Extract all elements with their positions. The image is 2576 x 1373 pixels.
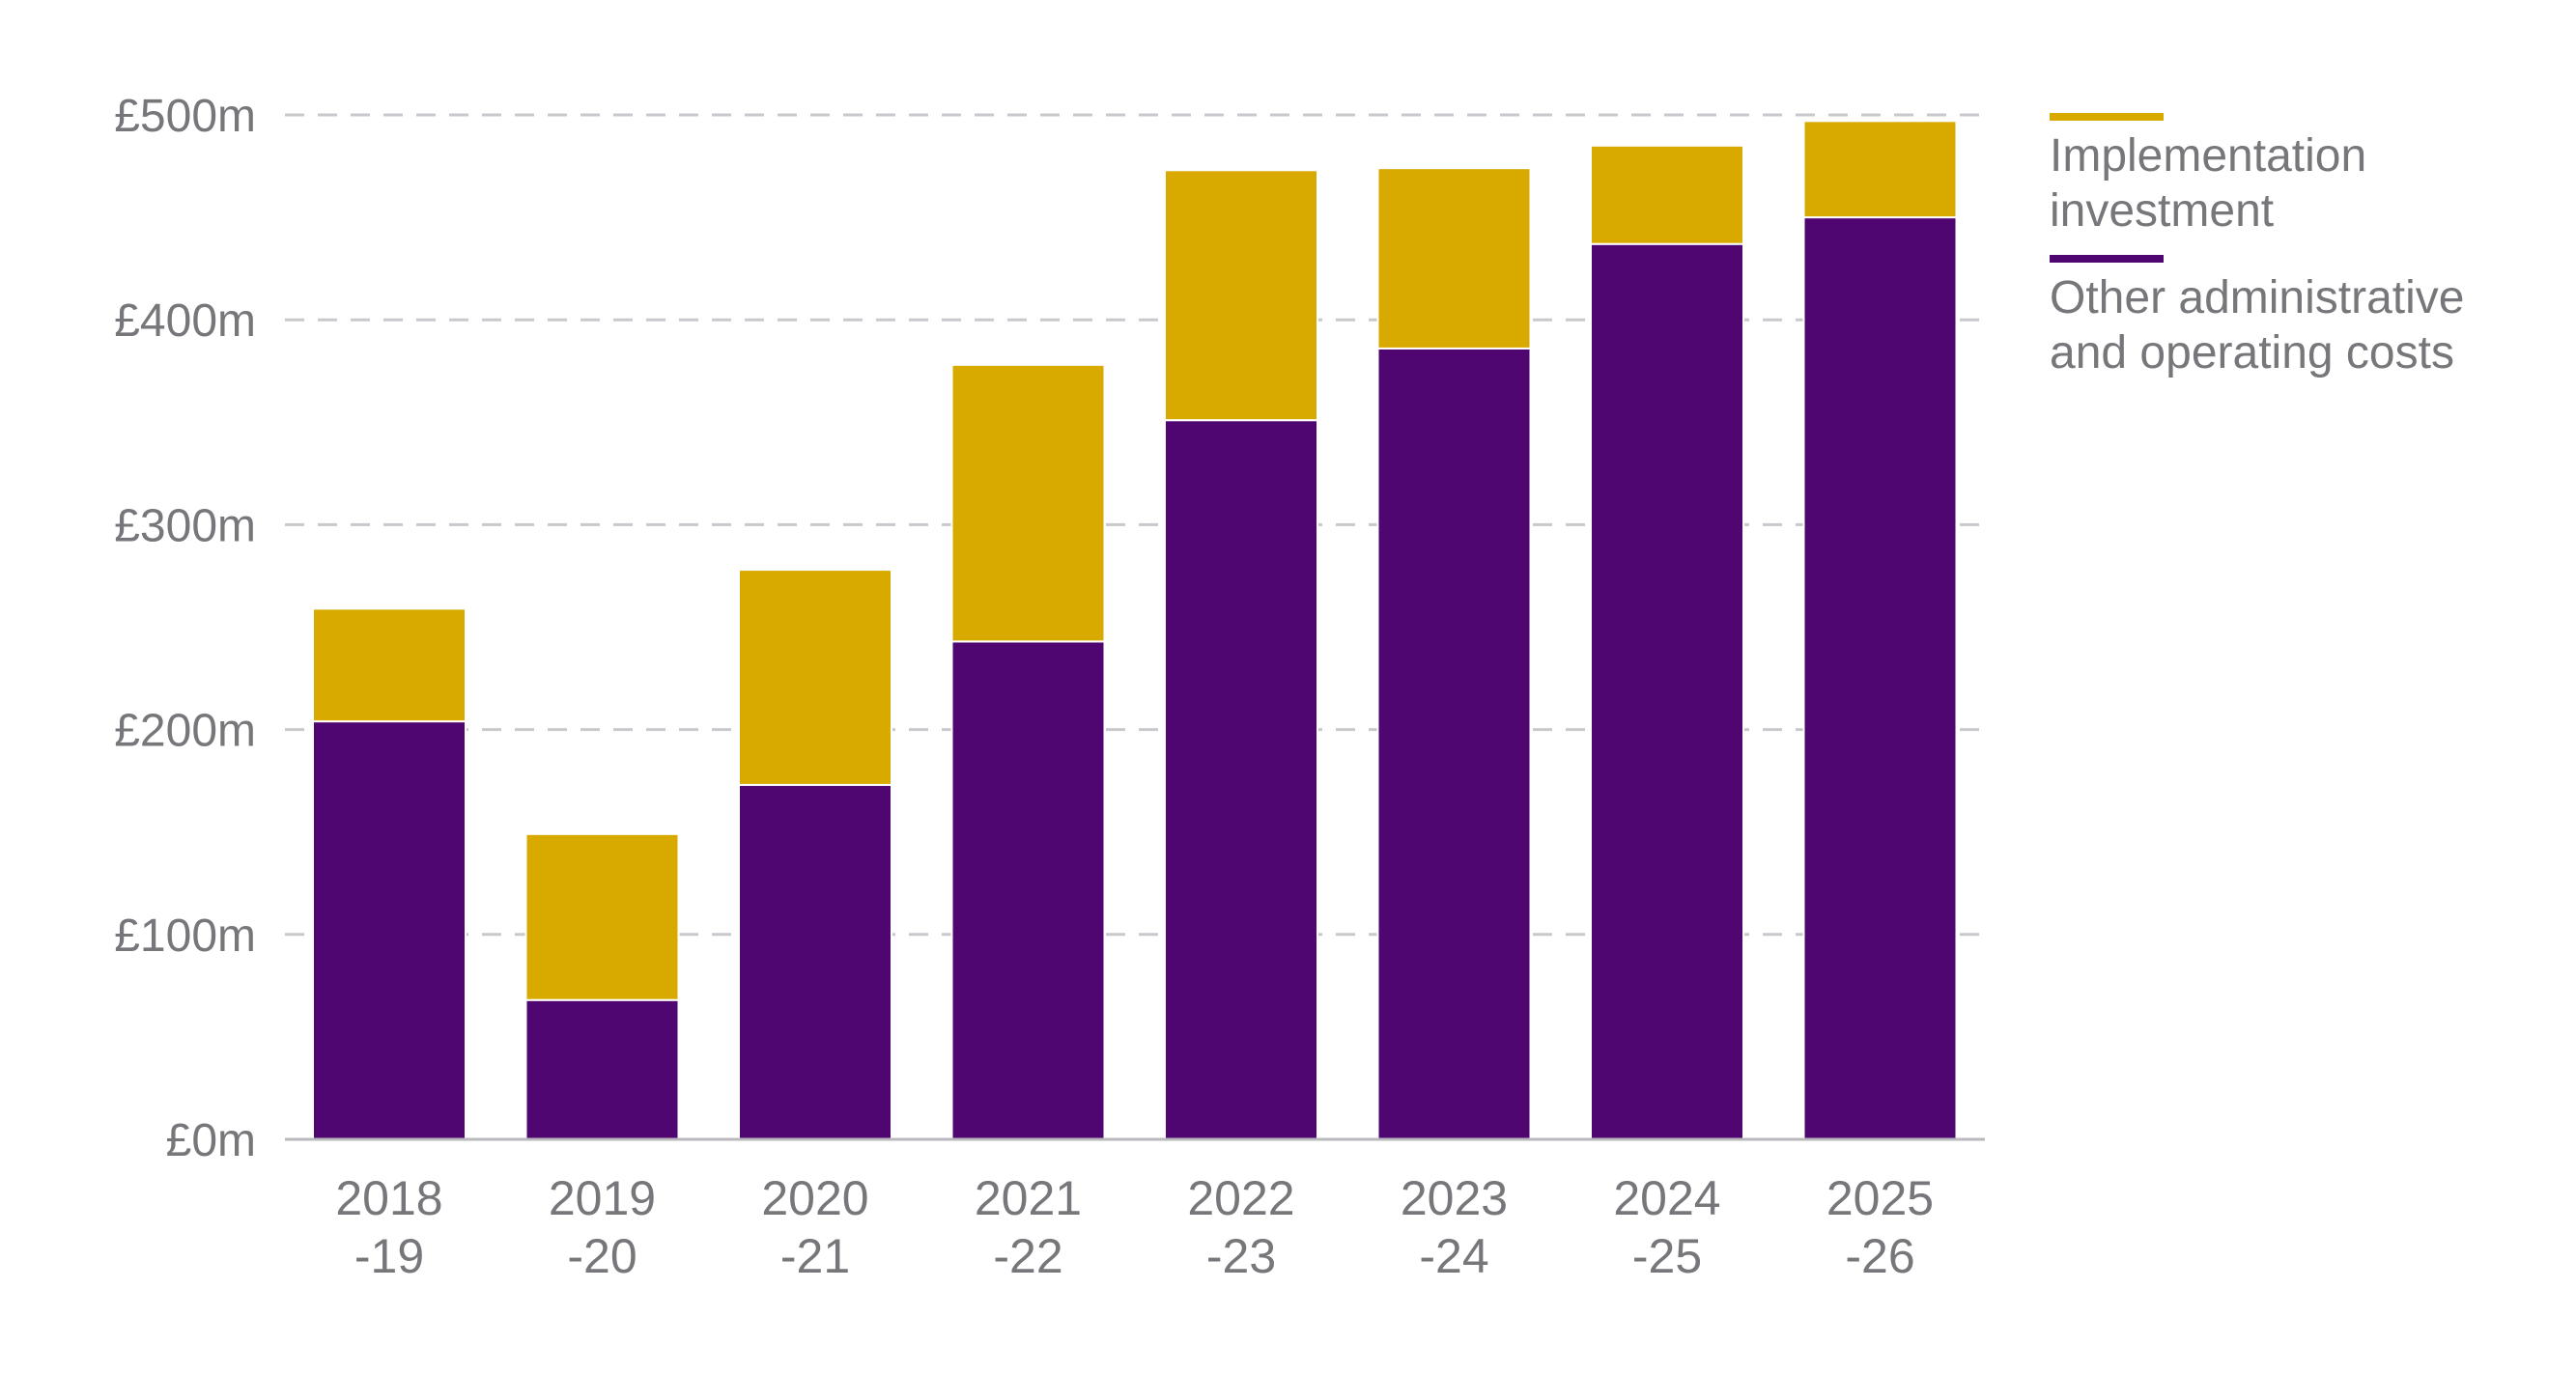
x-tick-label: 2019 [549, 1171, 656, 1225]
x-tick-label-suffix: -19 [354, 1229, 424, 1283]
legend-label: investment [2050, 185, 2274, 237]
x-tick-label: 2025 [1826, 1171, 1934, 1225]
bar-implementation-5 [1376, 167, 1532, 350]
x-tick-label: 2020 [761, 1171, 868, 1225]
bar-implementation-0 [312, 607, 467, 723]
legend-label: Implementation [2050, 130, 2366, 182]
legend-label: Other administrative [2050, 272, 2465, 323]
bar-implementation-6 [1590, 144, 1744, 245]
x-tick-label-suffix: -26 [1845, 1229, 1914, 1283]
x-tick-label-suffix: -25 [1632, 1229, 1702, 1283]
x-tick-label-suffix: -24 [1419, 1229, 1488, 1283]
x-tick-label-suffix: -23 [1206, 1229, 1276, 1283]
bar-other-costs-6 [1590, 242, 1744, 1141]
x-tick-label-suffix: -21 [780, 1229, 850, 1283]
bars [312, 120, 1958, 1141]
x-tick-label: 2024 [1613, 1171, 1720, 1225]
bar-other-costs-1 [524, 998, 680, 1140]
x-tick-label: 2022 [1187, 1171, 1294, 1225]
bar-other-costs-0 [312, 720, 467, 1140]
bar-other-costs-5 [1376, 347, 1532, 1140]
legend-swatch-0 [2050, 113, 2164, 121]
x-tick-label-suffix: -22 [993, 1229, 1062, 1283]
bar-implementation-2 [738, 569, 892, 786]
axes: £0m£100m£200m£300m£400m£500m2018-192019-… [114, 91, 1985, 1283]
bar-other-costs-4 [1164, 419, 1318, 1141]
bar-implementation-3 [950, 363, 1106, 643]
y-tick-label: £300m [114, 500, 256, 551]
y-tick-label: £500m [114, 91, 256, 142]
x-tick-label-suffix: -20 [567, 1229, 637, 1283]
legend-swatch-1 [2050, 255, 2164, 263]
x-tick-label: 2021 [975, 1171, 1082, 1225]
legend-label: and operating costs [2050, 327, 2454, 378]
bar-implementation-1 [524, 832, 680, 1001]
y-tick-label: £200m [114, 706, 256, 757]
x-tick-label: 2023 [1401, 1171, 1508, 1225]
y-tick-label: £0m [166, 1115, 256, 1166]
y-tick-label: £100m [114, 911, 256, 962]
y-tick-label: £400m [114, 295, 256, 347]
x-tick-label: 2018 [335, 1171, 442, 1225]
bar-other-costs-3 [950, 640, 1106, 1140]
bar-other-costs-7 [1802, 216, 1958, 1141]
bar-other-costs-2 [738, 783, 892, 1140]
bar-implementation-4 [1164, 169, 1318, 422]
bar-implementation-7 [1802, 120, 1958, 219]
